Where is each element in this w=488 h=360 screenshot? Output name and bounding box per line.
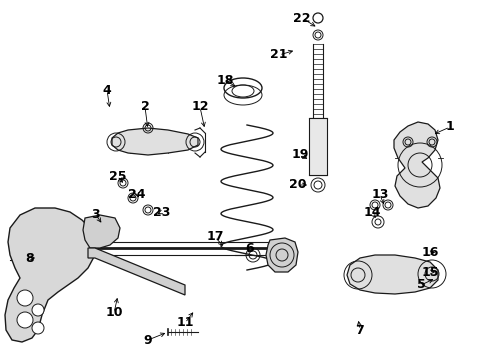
Text: 10: 10 bbox=[105, 306, 122, 320]
Text: 24: 24 bbox=[128, 188, 145, 201]
Text: 18: 18 bbox=[216, 73, 233, 86]
Text: 1: 1 bbox=[445, 121, 453, 134]
Text: 9: 9 bbox=[143, 333, 152, 346]
Text: 11: 11 bbox=[176, 316, 193, 329]
Polygon shape bbox=[265, 238, 297, 272]
Text: 5: 5 bbox=[416, 279, 425, 292]
Text: 22: 22 bbox=[293, 12, 310, 24]
Text: 6: 6 bbox=[245, 243, 254, 256]
Polygon shape bbox=[393, 122, 439, 208]
Text: 25: 25 bbox=[109, 171, 126, 184]
Text: 3: 3 bbox=[92, 208, 100, 221]
Text: 19: 19 bbox=[291, 148, 308, 162]
Circle shape bbox=[32, 304, 44, 316]
Polygon shape bbox=[308, 118, 326, 175]
Text: 2: 2 bbox=[141, 100, 149, 113]
Text: 14: 14 bbox=[363, 207, 380, 220]
Text: 15: 15 bbox=[420, 266, 438, 279]
Polygon shape bbox=[346, 255, 437, 294]
Text: 20: 20 bbox=[289, 179, 306, 192]
Polygon shape bbox=[5, 208, 95, 342]
Text: 16: 16 bbox=[421, 247, 438, 260]
Text: 12: 12 bbox=[191, 100, 208, 113]
Text: 7: 7 bbox=[355, 324, 364, 337]
Text: 21: 21 bbox=[270, 49, 287, 62]
Circle shape bbox=[32, 322, 44, 334]
Text: 4: 4 bbox=[102, 84, 111, 96]
Polygon shape bbox=[88, 248, 184, 295]
Text: 17: 17 bbox=[206, 230, 224, 243]
Polygon shape bbox=[83, 215, 120, 248]
Text: 23: 23 bbox=[153, 206, 170, 219]
Polygon shape bbox=[112, 128, 198, 155]
Circle shape bbox=[17, 312, 33, 328]
Text: 13: 13 bbox=[370, 189, 388, 202]
Circle shape bbox=[17, 290, 33, 306]
Text: 8: 8 bbox=[26, 252, 34, 265]
